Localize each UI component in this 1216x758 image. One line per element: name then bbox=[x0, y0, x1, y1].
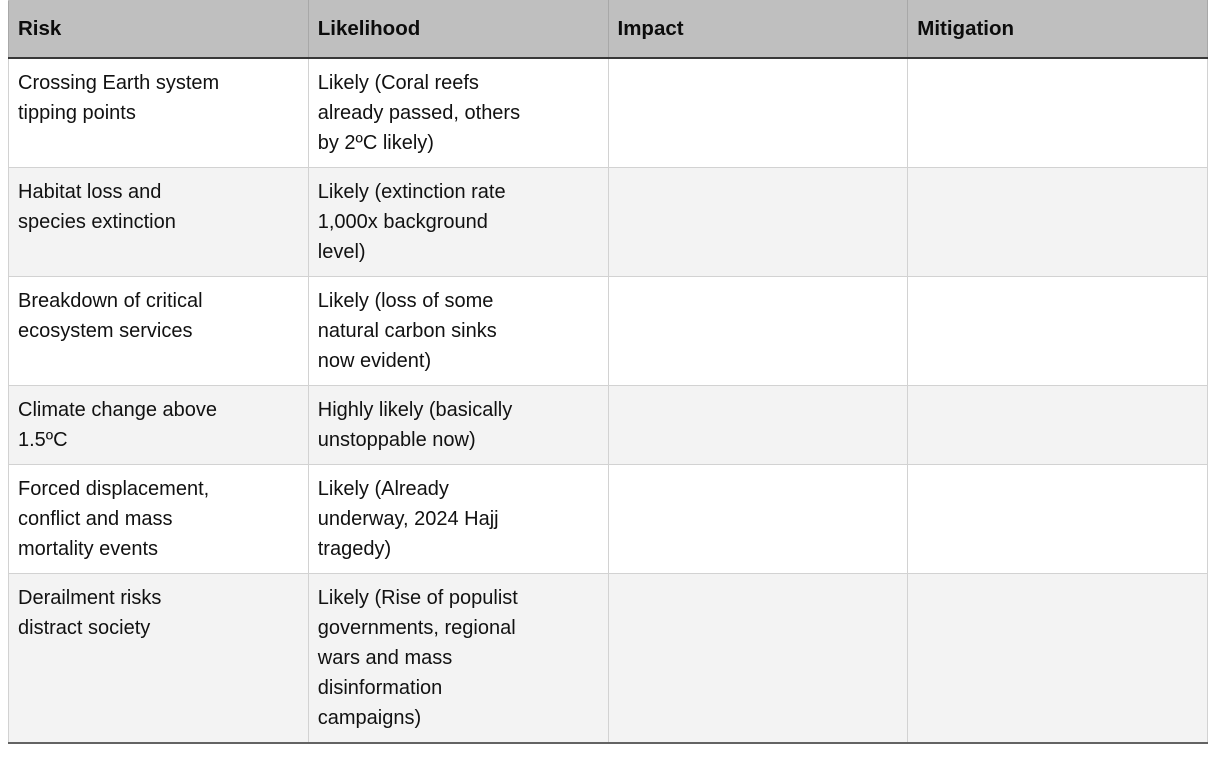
table-row: Crossing Earth system tipping points Lik… bbox=[8, 57, 1208, 168]
table-row: Forced displacement, conflict and mass m… bbox=[8, 464, 1208, 574]
impact-cell[interactable] bbox=[607, 464, 909, 574]
mitigation-cell[interactable] bbox=[907, 167, 1208, 277]
table-row: Breakdown of critical ecosystem services… bbox=[8, 276, 1208, 386]
column-header-risk[interactable]: Risk bbox=[8, 0, 309, 59]
risk-cell[interactable]: Habitat loss and species extinction bbox=[8, 167, 309, 277]
risk-cell[interactable]: Breakdown of critical ecosystem services bbox=[8, 276, 309, 386]
mitigation-cell[interactable] bbox=[907, 57, 1208, 168]
table-row: Climate change above 1.5ºC Highly likely… bbox=[8, 385, 1208, 465]
likelihood-cell[interactable]: Highly likely (basically unstoppable now… bbox=[307, 385, 609, 465]
header-row: Risk Likelihood Impact Mitigation bbox=[8, 0, 1208, 59]
mitigation-cell[interactable] bbox=[907, 573, 1208, 744]
risk-cell[interactable]: Derailment risks distract society bbox=[8, 573, 309, 744]
risk-cell[interactable]: Crossing Earth system tipping points bbox=[8, 57, 309, 168]
column-header-impact[interactable]: Impact bbox=[607, 0, 909, 59]
column-header-mitigation[interactable]: Mitigation bbox=[907, 0, 1208, 59]
mitigation-cell[interactable] bbox=[907, 464, 1208, 574]
risk-table-container: Risk Likelihood Impact Mitigation Crossi… bbox=[8, 0, 1208, 744]
risk-table: Risk Likelihood Impact Mitigation Crossi… bbox=[8, 0, 1208, 744]
mitigation-cell[interactable] bbox=[907, 385, 1208, 465]
impact-cell[interactable] bbox=[607, 167, 909, 277]
risk-cell[interactable]: Climate change above 1.5ºC bbox=[8, 385, 309, 465]
column-header-likelihood[interactable]: Likelihood bbox=[307, 0, 609, 59]
risk-cell[interactable]: Forced displacement, conflict and mass m… bbox=[8, 464, 309, 574]
likelihood-cell[interactable]: Likely (extinction rate 1,000x backgroun… bbox=[307, 167, 609, 277]
impact-cell[interactable] bbox=[607, 276, 909, 386]
likelihood-cell[interactable]: Likely (Coral reefs already passed, othe… bbox=[307, 57, 609, 168]
likelihood-cell[interactable]: Likely (loss of some natural carbon sink… bbox=[307, 276, 609, 386]
table-row: Derailment risks distract society Likely… bbox=[8, 573, 1208, 744]
mitigation-cell[interactable] bbox=[907, 276, 1208, 386]
likelihood-cell[interactable]: Likely (Rise of populist governments, re… bbox=[307, 573, 609, 744]
likelihood-cell[interactable]: Likely (Already underway, 2024 Hajj trag… bbox=[307, 464, 609, 574]
table-row: Habitat loss and species extinction Like… bbox=[8, 167, 1208, 277]
impact-cell[interactable] bbox=[607, 573, 909, 744]
impact-cell[interactable] bbox=[607, 57, 909, 168]
impact-cell[interactable] bbox=[607, 385, 909, 465]
